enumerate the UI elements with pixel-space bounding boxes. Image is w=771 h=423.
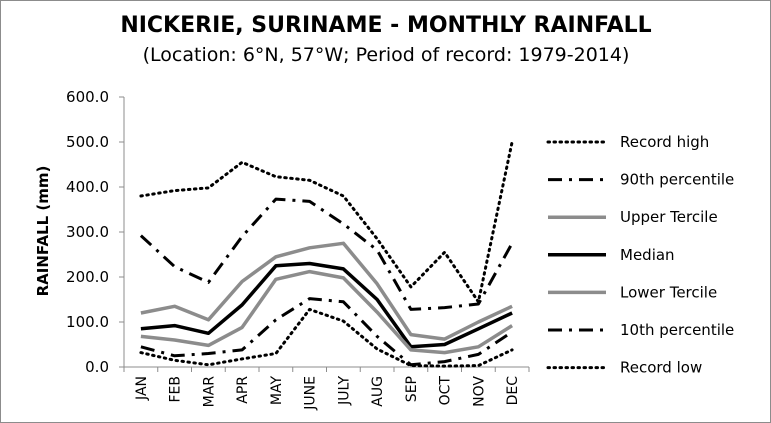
legend-label: 90th percentile bbox=[620, 171, 734, 189]
series-line-upper-tercile bbox=[140, 241, 513, 341]
data-point bbox=[241, 236, 243, 238]
y-axis-label: RAINFALL (mm) bbox=[34, 166, 52, 297]
x-tick-label: FEB bbox=[168, 376, 184, 403]
series-line-median bbox=[140, 261, 513, 349]
x-tick-label: MAR bbox=[201, 376, 217, 408]
legend-label: Record low bbox=[620, 359, 702, 377]
chart-subtitle: (Location: 6°N, 57°W; Period of record: … bbox=[143, 44, 630, 66]
y-tick-label: 500.0 bbox=[66, 133, 109, 151]
data-point bbox=[174, 266, 176, 268]
x-tick-label: DEC bbox=[505, 376, 521, 406]
y-tick-label: 200.0 bbox=[66, 268, 109, 286]
series-layer bbox=[139, 140, 514, 368]
series-line-record-low bbox=[139, 307, 514, 368]
x-tick-label: MAY bbox=[269, 376, 285, 406]
series-line-10th-percentile bbox=[140, 297, 513, 367]
y-tick-label: 100.0 bbox=[66, 313, 109, 331]
x-tick-label: JULY bbox=[336, 376, 352, 406]
series-line-lower-tercile bbox=[140, 269, 514, 355]
x-tick-label: OCT bbox=[438, 376, 454, 406]
x-tick-label: JAN bbox=[134, 376, 150, 401]
x-tick-label: JUNE bbox=[303, 376, 319, 411]
x-tick-label: SEP bbox=[404, 376, 420, 402]
y-tick-label: 0.0 bbox=[85, 358, 109, 376]
legend-label: Lower Tercile bbox=[620, 283, 717, 301]
data-point bbox=[376, 249, 378, 251]
data-point bbox=[511, 331, 513, 333]
legend-label: Upper Tercile bbox=[620, 208, 718, 226]
y-tick-label: 300.0 bbox=[66, 223, 109, 241]
chart-title: NICKERIE, SURINAME - MONTHLY RAINFALL bbox=[120, 13, 651, 38]
axes: 0.0 100.0 200.0 300.0 400.0 500.0 600.0 JAN FEB M… bbox=[66, 88, 530, 411]
x-tick-label: NOV bbox=[471, 376, 487, 407]
series-line-90th-percentile bbox=[139, 197, 514, 311]
y-tick-label: 600.0 bbox=[66, 88, 109, 106]
x-tick-label: APR bbox=[235, 376, 251, 404]
legend-label: Median bbox=[620, 246, 675, 264]
legend-label: 10th percentile bbox=[620, 321, 734, 339]
series-line-record-high bbox=[139, 140, 514, 304]
legend-label: Record high bbox=[620, 133, 709, 151]
legend: Record high 90th percentile Upper Tercile M… bbox=[546, 133, 734, 377]
y-tick-label: 400.0 bbox=[66, 178, 109, 196]
data-point bbox=[511, 242, 513, 244]
data-point bbox=[343, 223, 345, 225]
x-tick-label: AUG bbox=[370, 376, 386, 407]
